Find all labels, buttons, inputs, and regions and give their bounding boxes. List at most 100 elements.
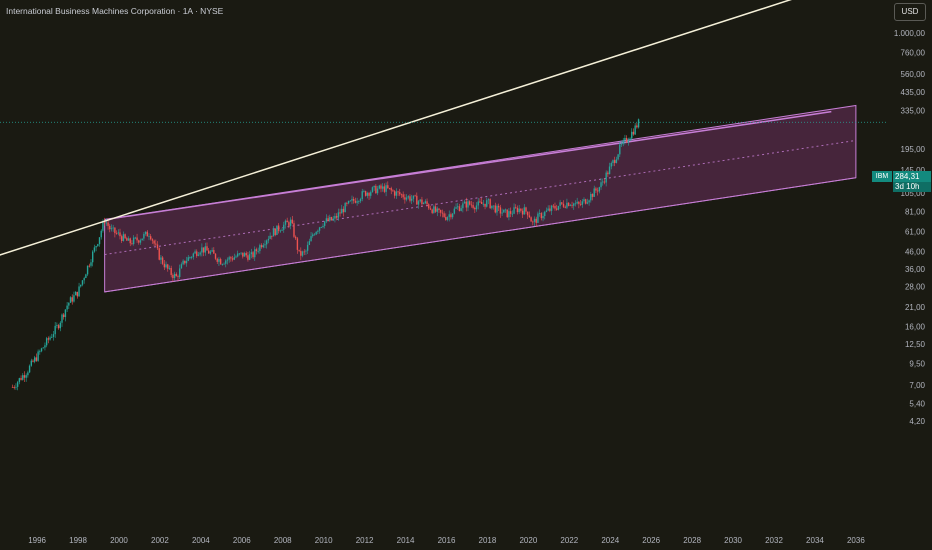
candle-body xyxy=(192,253,195,258)
candle-body xyxy=(153,240,155,244)
candle-body xyxy=(59,322,61,329)
candle-body xyxy=(315,231,317,235)
price-axis[interactable] xyxy=(886,0,932,550)
candle-body xyxy=(549,208,551,211)
candle-body xyxy=(63,314,65,318)
long-term-trend-line xyxy=(0,0,793,256)
candle-body xyxy=(52,334,55,337)
candle-body xyxy=(540,213,543,219)
candle-body xyxy=(219,259,222,265)
candle-body xyxy=(134,237,137,239)
candle-body xyxy=(436,208,438,212)
y-tick-label: 195,00 xyxy=(901,145,926,154)
candle-body xyxy=(323,221,326,226)
candle-body xyxy=(392,190,394,192)
y-tick-label: 7,00 xyxy=(909,381,925,390)
candle-body xyxy=(109,225,111,230)
candle-body xyxy=(359,199,362,202)
candle-body xyxy=(294,236,297,239)
candle-body xyxy=(187,257,189,261)
candle-body xyxy=(121,236,123,241)
candle-body xyxy=(259,245,261,251)
candle-body xyxy=(385,185,387,192)
candle-body xyxy=(453,208,456,214)
time-axis[interactable] xyxy=(0,525,886,550)
candle-body xyxy=(165,264,167,268)
candle-body xyxy=(179,268,181,277)
candle-body xyxy=(448,214,450,218)
candle-body xyxy=(629,138,631,141)
candle-body xyxy=(571,205,573,207)
candle-body xyxy=(228,257,230,260)
candle-body xyxy=(303,251,305,253)
candle-body xyxy=(233,257,235,260)
candle-body xyxy=(127,238,130,241)
candle-body xyxy=(416,195,418,205)
candle-body xyxy=(189,257,191,258)
channel-lower-line xyxy=(104,177,856,293)
y-tick-label: 21,00 xyxy=(905,303,926,312)
parallel-channel[interactable] xyxy=(104,104,857,293)
candle-body xyxy=(486,200,488,207)
trend-line[interactable] xyxy=(0,0,886,256)
last-price-label: 284,31 xyxy=(893,171,931,182)
candle-body xyxy=(602,181,604,183)
candle-body xyxy=(542,216,544,219)
candle-body xyxy=(354,200,357,203)
candle-body xyxy=(69,297,72,303)
candle-body xyxy=(279,230,282,232)
candle-body xyxy=(433,206,435,213)
candle-body xyxy=(42,347,44,349)
candle-body xyxy=(163,263,166,268)
candle-body xyxy=(329,217,331,221)
candle-body xyxy=(231,258,234,260)
currency-button[interactable]: USD xyxy=(894,3,926,21)
candle-body xyxy=(267,238,270,241)
candle-body xyxy=(170,268,172,275)
candle-body xyxy=(637,119,640,128)
candle-body xyxy=(390,188,392,191)
y-tick-label: 81,00 xyxy=(905,207,926,216)
candle-body xyxy=(526,211,529,216)
candle-body xyxy=(22,375,24,380)
candle-body xyxy=(131,243,133,245)
candle-body xyxy=(405,197,408,200)
candle-body xyxy=(298,249,300,251)
candle-body xyxy=(356,201,358,203)
candle-body xyxy=(225,260,227,264)
candle-body xyxy=(318,227,321,231)
candle-body xyxy=(288,222,290,226)
y-axis-ticks: 1.800,001.400,001.000,00760,00560,00435,… xyxy=(894,5,926,426)
candle-body xyxy=(112,227,114,229)
candle-body xyxy=(177,276,179,278)
candle-body xyxy=(182,260,184,265)
candle-body xyxy=(119,232,121,237)
candle-body xyxy=(470,204,473,206)
x-tick-label: 2008 xyxy=(274,536,292,545)
candle-body xyxy=(81,280,84,285)
candle-body xyxy=(460,208,462,211)
candle-body xyxy=(566,202,568,208)
candle-body xyxy=(503,209,505,213)
x-tick-label: 1996 xyxy=(28,536,46,545)
x-tick-label: 2030 xyxy=(724,536,742,545)
candle-body xyxy=(39,351,41,353)
candle-body xyxy=(150,236,152,240)
y-tick-label: 1.000,00 xyxy=(894,29,926,38)
candle-body xyxy=(381,186,384,189)
candle-body xyxy=(504,209,507,211)
candle-body xyxy=(410,198,413,201)
candle-body xyxy=(520,208,522,211)
candle-body xyxy=(57,325,60,329)
candle-body xyxy=(296,238,299,250)
candle-body xyxy=(141,238,143,241)
candle-body xyxy=(213,250,215,254)
candle-body xyxy=(61,314,63,323)
candle-body xyxy=(40,348,43,352)
candle-body xyxy=(525,207,527,212)
candle-body xyxy=(366,192,369,196)
candle-body xyxy=(632,131,635,135)
candle-body xyxy=(361,191,363,200)
candle-body xyxy=(301,251,304,256)
